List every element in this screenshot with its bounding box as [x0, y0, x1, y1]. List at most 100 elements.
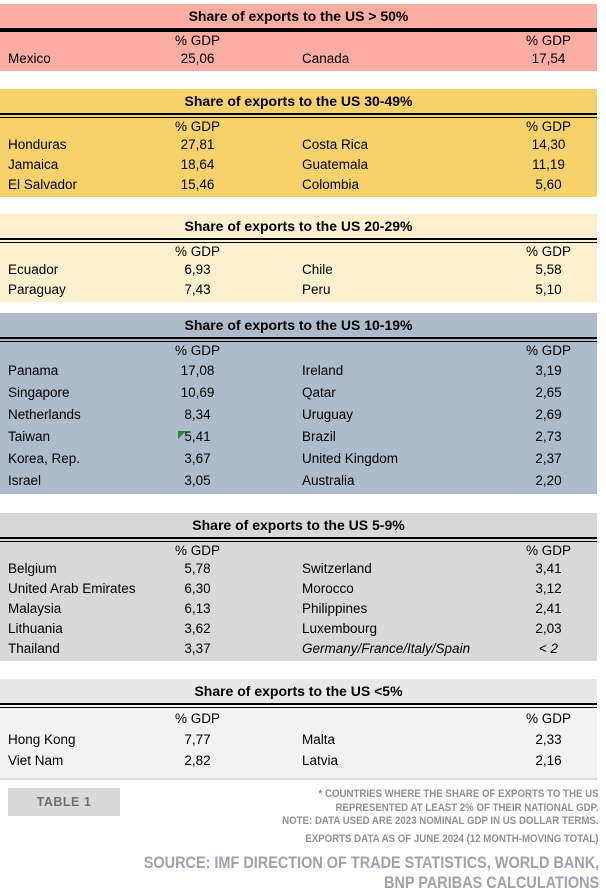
col-header-left: % GDP: [174, 711, 220, 726]
country-name: United Kingdom: [302, 451, 399, 466]
value-text: 3,19: [535, 363, 562, 378]
value-cell: 6,13: [150, 599, 245, 619]
value-cell: 6,93: [150, 260, 245, 280]
value-text: 2,37: [535, 451, 562, 466]
country-name: Germany/France/Italy/Spain: [302, 641, 471, 656]
country-name: Korea, Rep.: [8, 451, 81, 466]
value-cell: 2,37: [500, 448, 597, 470]
col-spacer: [0, 542, 150, 559]
col-spacer: [0, 708, 150, 729]
value-cell: 5,58: [500, 260, 597, 280]
col-header-right: % GDP: [525, 543, 571, 558]
section-title: Share of exports to the US 30-49%: [184, 93, 413, 109]
value-text: 17,08: [180, 363, 215, 378]
value-cell: 5,78: [150, 559, 245, 579]
section-title: Share of exports to the US 5-9%: [192, 517, 405, 533]
value-cell: < 2: [500, 639, 597, 659]
section-grid: % GDP % GDP Honduras 27,81 Costa Rica 14,30 Ja…: [0, 118, 597, 195]
country-name: Ecuador: [8, 262, 59, 277]
value-text: 2,20: [535, 473, 562, 488]
value-text: 8,34: [184, 407, 211, 422]
col-header-left: % GDP: [174, 343, 220, 358]
section-20-29: Share of exports to the US 20-29%% GDP% …: [0, 214, 597, 302]
col-header-right: % GDP: [525, 244, 571, 259]
country-name: Colombia: [302, 177, 360, 192]
value-text: 14,30: [531, 137, 566, 152]
value-cell: 8,34: [150, 404, 245, 426]
section-grid: % GDP % GDP Hong Kong 7,77 Malta 2,33 Viet Nam…: [0, 708, 597, 771]
value-cell: 2,69: [500, 404, 597, 426]
value-cell: 2,03: [500, 619, 597, 639]
value-cell: 5,10: [500, 280, 597, 300]
value-text: < 2: [538, 641, 559, 656]
value-text: 3,12: [535, 581, 562, 596]
country-name: Lithuania: [8, 621, 63, 636]
col-spacer: [245, 118, 500, 135]
value-text: 2,65: [535, 385, 562, 400]
country-name: Viet Nam: [8, 753, 64, 768]
country-name: Paraguay: [8, 282, 66, 297]
value-text: 27,81: [180, 137, 215, 152]
footnote-line: EXPORTS DATA AS OF JUNE 2024 (12 MONTH-M…: [305, 832, 599, 845]
country-name: Brazil: [302, 429, 336, 444]
source-line: BNP PARIBAS CALCULATIONS: [384, 873, 600, 892]
value-cell: 3,37: [150, 639, 245, 659]
value-text: 2,73: [535, 429, 562, 444]
table-number-label: TABLE 1: [8, 788, 120, 816]
country-name: Chile: [302, 262, 333, 277]
value-text: 5,78: [184, 561, 211, 576]
value-text: 5,60: [535, 177, 562, 192]
section-lt5: Share of exports to the US <5%% GDP% GDP…: [0, 679, 597, 780]
value-text: 6,30: [184, 581, 211, 596]
country-name: Guatemala: [302, 157, 369, 172]
value-cell: 2,41: [500, 599, 597, 619]
value-cell: 2,33: [500, 729, 597, 750]
value-text: 5,41: [184, 429, 211, 444]
title-underline-rule: [0, 113, 597, 118]
country-name: Australia: [302, 473, 355, 488]
country-name: Panama: [8, 363, 59, 378]
value-cell: 17,08: [150, 360, 245, 382]
table-sections: Share of exports to the US > 50%% GDP% G…: [0, 4, 606, 780]
col-spacer: [245, 243, 500, 260]
footnote-line: NOTE: DATA USED ARE 2023 NOMINAL GDP IN …: [282, 815, 599, 827]
value-text: 2,03: [535, 621, 562, 636]
col-spacer: [245, 542, 500, 559]
col-header-left: % GDP: [174, 119, 220, 134]
value-text: 3,05: [184, 473, 211, 488]
col-spacer: [0, 118, 150, 135]
col-header-left: % GDP: [174, 543, 220, 558]
section-title: Share of exports to the US 10-19%: [184, 317, 413, 333]
title-underline-rule: [0, 28, 597, 32]
value-text: 6,93: [184, 262, 211, 277]
section-grid: % GDP % GDP Belgium 5,78 Switzerland 3,41 Unit…: [0, 542, 597, 659]
country-name: Singapore: [8, 385, 70, 400]
col-spacer: [245, 342, 500, 360]
value-cell: 17,54: [500, 49, 597, 69]
value-text: 17,54: [531, 51, 566, 66]
title-underline-rule: [0, 337, 597, 342]
section-10-19: Share of exports to the US 10-19%% GDP% …: [0, 313, 597, 494]
country-name: Costa Rica: [302, 137, 369, 152]
country-name: Belgium: [8, 561, 57, 576]
country-name: Morocco: [302, 581, 354, 596]
footnote-line: * COUNTRIES WHERE THE SHARE OF EXPORTS T…: [318, 788, 599, 800]
footnote-line: REPRESENTED AT LEAST 2% OF THEIR NATIONA…: [335, 801, 599, 814]
value-text: 6,13: [184, 601, 211, 616]
value-text: 3,41: [535, 561, 562, 576]
country-name: Israel: [8, 473, 42, 488]
country-name: Philippines: [302, 601, 368, 616]
col-spacer: [0, 243, 150, 260]
value-text: 7,43: [184, 282, 211, 297]
country-name: Malaysia: [8, 601, 62, 616]
value-cell: 6,30: [150, 579, 245, 599]
section-5-9: Share of exports to the US 5-9% % GDP % GD…: [0, 513, 597, 661]
value-cell: 3,12: [500, 579, 597, 599]
value-text: 2,33: [535, 732, 562, 747]
country-name: Thailand: [8, 641, 60, 656]
country-name: Uruguay: [302, 407, 354, 422]
col-spacer: [245, 32, 500, 49]
col-header-right: % GDP: [525, 711, 571, 726]
source-attribution: SOURCE: IMF DIRECTION OF TRADE STATISTIC…: [91, 853, 606, 893]
